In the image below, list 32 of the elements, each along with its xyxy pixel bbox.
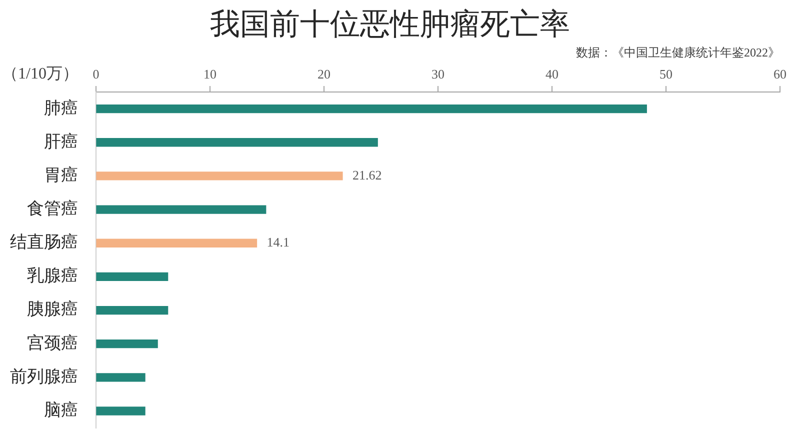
y-tick-label: 胰腺癌: [27, 300, 78, 319]
bar: [96, 272, 168, 282]
y-tick-label: 肝癌: [44, 132, 78, 151]
y-tick-label: 胃癌: [44, 165, 78, 184]
bar: [96, 205, 266, 214]
x-tick-label: 0: [92, 66, 100, 82]
y-tick-label: 宫颈癌: [27, 333, 78, 352]
bar: [96, 138, 378, 147]
data-label: 14.1: [266, 234, 290, 250]
bar: [96, 373, 146, 382]
bar: [96, 104, 647, 114]
bar: [96, 340, 158, 348]
data-label: 21.62: [352, 167, 382, 182]
bar: [96, 406, 146, 416]
x-tick-label: 50: [660, 66, 672, 82]
y-tick-label: 食管癌: [27, 199, 78, 218]
bar: [96, 172, 343, 180]
x-tick-label: 60: [774, 66, 786, 82]
x-tick-label: 20: [318, 66, 330, 82]
bar: [96, 306, 168, 315]
y-tick-label: 肺癌: [44, 98, 78, 118]
chart-subtitle: 数据：《中国卫生健康统计年鉴2022》: [576, 45, 780, 60]
x-tick-label: 10: [204, 66, 216, 82]
y-tick-label: 脑癌: [44, 400, 78, 420]
y-tick-label: 结直肠癌: [10, 232, 78, 252]
chart-title: 我国前十位恶性肿瘤死亡率: [210, 8, 570, 41]
x-tick-label: 40: [546, 66, 558, 82]
y-tick-label: 乳腺癌: [27, 266, 78, 286]
y-tick-label: 前列腺癌: [10, 366, 78, 386]
x-axis-title: （1/10万）: [2, 66, 78, 83]
x-tick-label: 30: [432, 66, 444, 82]
bar: [96, 238, 258, 248]
